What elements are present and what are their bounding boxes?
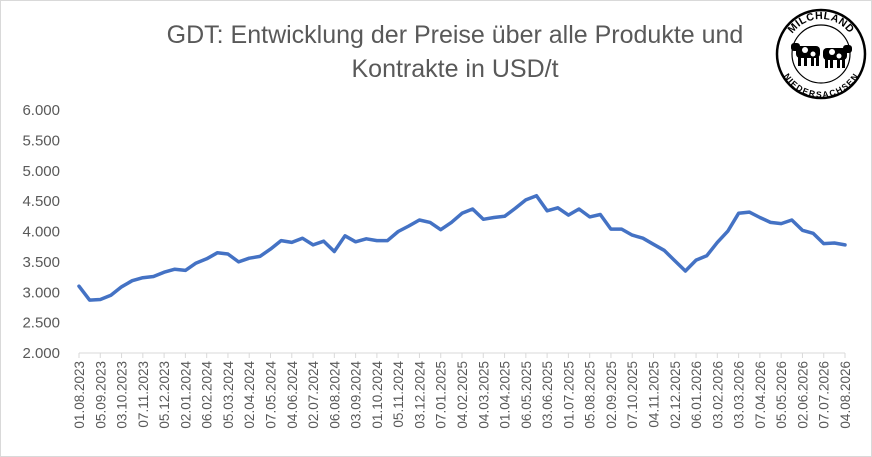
x-tick-label: 05.03.2024 — [221, 361, 236, 429]
x-tick-label: 02.06.2026 — [795, 361, 810, 429]
x-tick-label: 07.01.2025 — [434, 361, 449, 429]
x-tick-label: 02.12.2025 — [668, 361, 683, 429]
x-tick-label: 07.04.2026 — [753, 361, 768, 429]
x-tick-label: 03.12.2024 — [412, 361, 427, 429]
x-tick-label: 03.03.2026 — [732, 361, 747, 429]
x-tick-label: 07.07.2026 — [817, 361, 832, 429]
x-tick-label: 03.10.2023 — [115, 361, 130, 429]
milchland-logo: MILCHLAND NIEDERSACHSEN — [775, 8, 867, 99]
y-tick-label: 4.500 — [22, 193, 60, 210]
x-tick-label: 06.05.2025 — [519, 361, 534, 429]
y-tick-label: 2.000 — [22, 345, 60, 362]
y-tick-label: 2.500 — [22, 315, 60, 332]
x-tick-label: 05.11.2024 — [391, 361, 406, 428]
y-tick-label: 4.000 — [22, 224, 60, 241]
chart-title: GDT: Entwicklung der Preise über alle Pr… — [166, 21, 744, 83]
x-tick-label: 04.03.2025 — [476, 361, 491, 429]
x-tick-label: 05.05.2026 — [774, 361, 789, 429]
y-tick-label: 5.000 — [22, 163, 60, 180]
x-tick-label: 01.07.2025 — [561, 361, 576, 429]
x-tick-label: 02.01.2024 — [178, 361, 193, 429]
x-tick-label: 01.08.2023 — [72, 361, 87, 429]
x-tick-label: 04.02.2025 — [455, 361, 470, 429]
x-tick-label: 06.01.2026 — [689, 361, 704, 429]
x-tick-label: 02.09.2025 — [604, 361, 619, 429]
x-tick-label: 04.11.2025 — [647, 361, 662, 428]
x-tick-label: 01.04.2025 — [498, 361, 513, 429]
x-tick-label: 05.12.2023 — [157, 361, 172, 429]
x-tick-label: 03.09.2024 — [349, 361, 364, 429]
y-tick-label: 5.500 — [22, 132, 60, 149]
x-tick-label: 07.05.2024 — [264, 361, 279, 429]
x-tick-label: 03.06.2025 — [540, 361, 555, 429]
y-tick-label: 3.500 — [22, 254, 60, 271]
y-axis-ticks: 2.000 2.500 3.000 3.500 4.000 4.500 5.000 5.500… — [22, 102, 60, 362]
x-tick-label: 07.11.2023 — [136, 361, 151, 428]
x-tick-label: 03.02.2026 — [710, 361, 725, 429]
x-tick-label: 01.10.2024 — [370, 361, 385, 429]
y-tick-label: 3.000 — [22, 284, 60, 301]
x-tick-label: 02.07.2024 — [306, 361, 321, 429]
x-tick-label: 07.10.2025 — [625, 361, 640, 429]
x-axis-ticks: 01.08.2023 05.09.2023 03.10.2023 07.11.2023… — [72, 353, 853, 429]
series-line — [77, 193, 847, 302]
x-tick-label: 05.09.2023 — [93, 361, 108, 429]
y-tick-label: 6.000 — [22, 102, 60, 119]
x-tick-label: 06.02.2024 — [200, 361, 215, 429]
x-tick-label: 06.08.2024 — [327, 361, 342, 429]
x-tick-label: 02.04.2024 — [242, 361, 257, 429]
x-tick-label: 04.06.2024 — [285, 361, 300, 429]
cows-logo-icon — [791, 43, 852, 68]
x-tick-label: 05.08.2025 — [583, 361, 598, 429]
x-tick-label: 04.08.2026 — [838, 361, 853, 429]
